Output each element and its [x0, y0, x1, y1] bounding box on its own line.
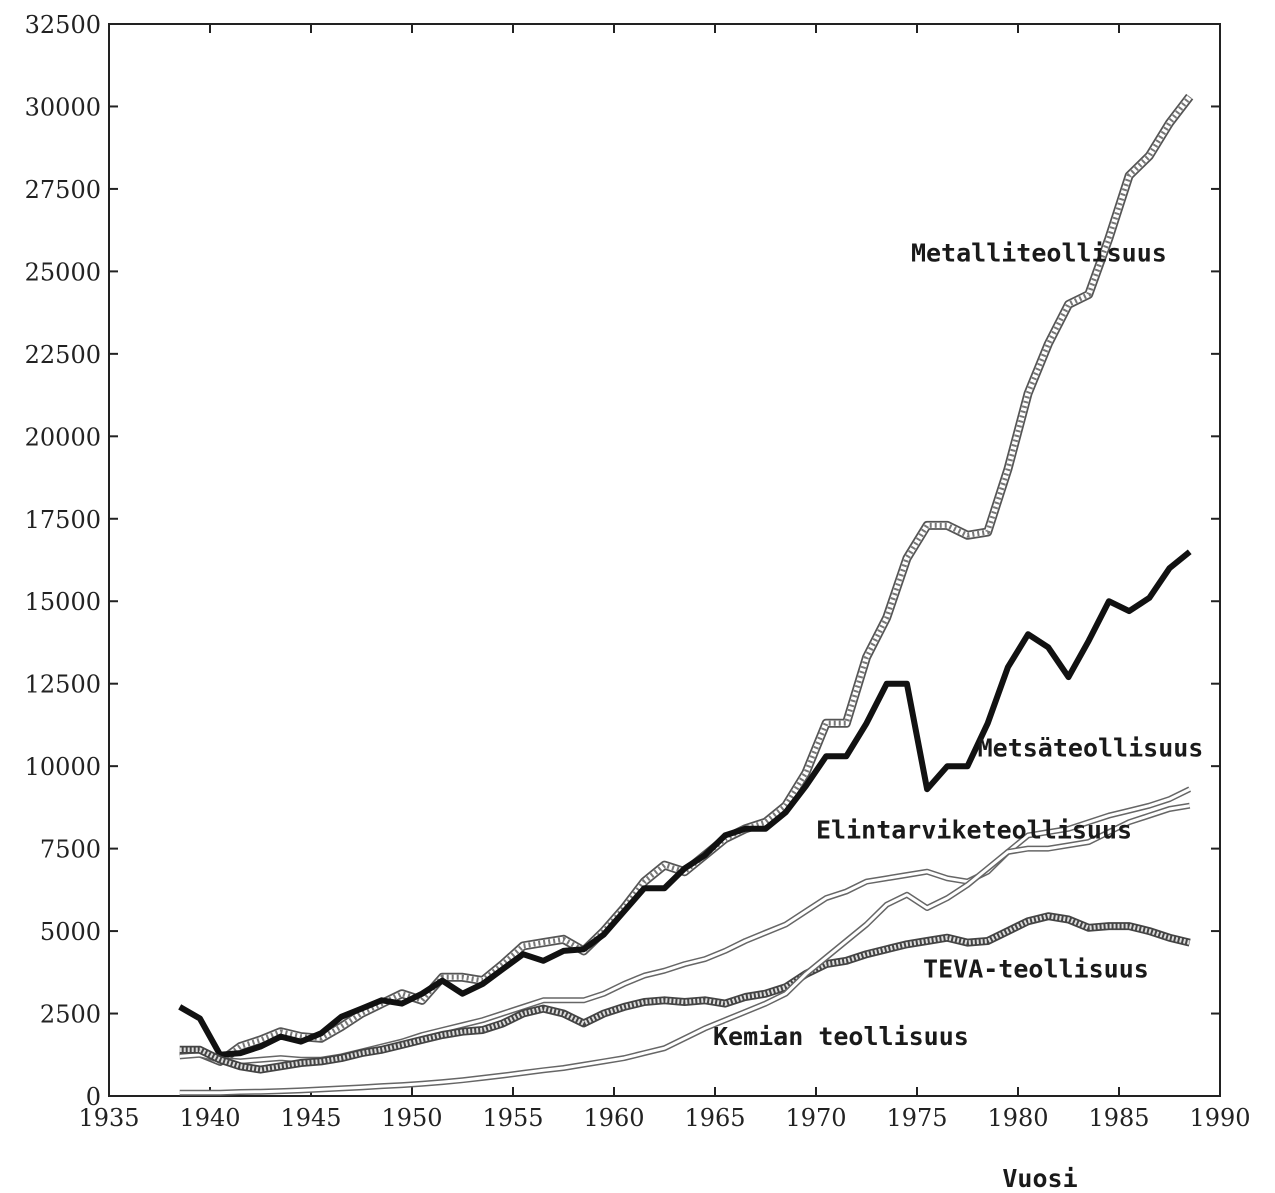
label-teva-teollisuus: TEVA-teollisuus — [923, 954, 1149, 983]
x-tick-label: 1945 — [280, 1104, 341, 1132]
series-line-outline — [179, 912, 1191, 1074]
plot-frame — [108, 23, 1221, 1097]
x-tick-label: 1975 — [886, 1104, 947, 1132]
label-kemian-teollisuus: Kemian teollisuus — [713, 1022, 969, 1051]
x-tick-label: 1935 — [78, 1104, 139, 1132]
x-axis: 1935 1940 1945 1950 1955 1960 1965 1970 1975 1980… — [78, 24, 1251, 1132]
x-tick-label: 1960 — [583, 1104, 644, 1132]
x-tick-label: 1940 — [179, 1104, 240, 1132]
y-axis: 0 2500 5000 7500 10000 12500 15000 17500 20000 22… — [25, 11, 1220, 1111]
y-tick-label: 32500 — [25, 11, 101, 39]
series-line-check — [179, 913, 1191, 1072]
y-tick-label: 2500 — [40, 1001, 101, 1029]
y-tick-label: 25000 — [25, 258, 101, 286]
y-tick-label: 22500 — [25, 341, 101, 369]
annotation-layer: Metalliteollisuus Metsäteollisuus Elintarv… — [713, 238, 1203, 1050]
x-tick-label: 1970 — [785, 1104, 846, 1132]
label-metsateollisuus: Metsäteollisuus — [978, 733, 1204, 762]
y-tick-label: 30000 — [25, 93, 101, 121]
series-line — [178, 549, 1192, 1058]
x-tick-label: 1985 — [1088, 1104, 1149, 1132]
y-tick-label: 5000 — [40, 918, 101, 946]
label-metalliteollisuus: Metalliteollisuus — [911, 238, 1167, 267]
x-tick-label: 1965 — [684, 1104, 745, 1132]
x-axis-title: Vuosi — [1002, 1164, 1077, 1193]
y-tick-label: 7500 — [40, 836, 101, 864]
x-tick-label: 1980 — [987, 1104, 1048, 1132]
series-metsateollisuus — [178, 549, 1192, 1058]
y-tick-label: 0 — [86, 1083, 101, 1111]
label-elintarviketeollisuus: Elintarviketeollisuus — [816, 816, 1132, 845]
y-tick-label: 15000 — [25, 588, 101, 616]
x-tick-label: 1950 — [381, 1104, 442, 1132]
y-tick-label: 12500 — [25, 671, 101, 699]
y-tick-label: 27500 — [25, 176, 101, 204]
y-tick-label: 20000 — [25, 423, 101, 451]
series-kemian-teollisuus — [179, 802, 1191, 1096]
y-tick-label: 10000 — [25, 753, 101, 781]
x-tick-label: 1955 — [482, 1104, 543, 1132]
x-tick-label: 1990 — [1189, 1104, 1250, 1132]
series-line-fill — [179, 804, 1190, 1095]
series-layer — [178, 93, 1194, 1096]
y-tick-label: 17500 — [25, 506, 101, 534]
series-teva-teollisuus — [179, 912, 1191, 1074]
